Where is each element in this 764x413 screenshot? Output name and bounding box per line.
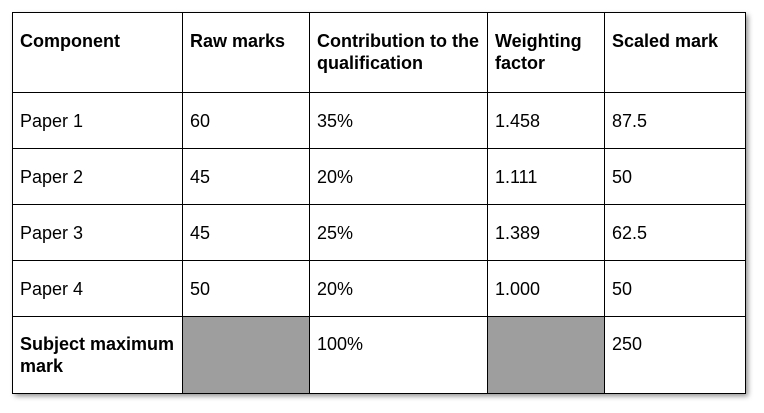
cell-scaled-mark: 50 [604, 148, 746, 205]
header-row: Component Raw marks Contribution to the … [12, 12, 746, 93]
total-contribution: 100% [309, 316, 488, 394]
header-raw-marks: Raw marks [182, 12, 310, 93]
cell-raw-marks: 60 [182, 92, 310, 149]
cell-raw-marks: 45 [182, 204, 310, 261]
total-scaled-mark: 250 [604, 316, 746, 394]
cell-component: Paper 2 [12, 148, 183, 205]
cell-contribution: 20% [309, 148, 488, 205]
total-raw-marks-shaded-cell [182, 316, 310, 394]
cell-scaled-mark: 87.5 [604, 92, 746, 149]
cell-contribution: 35% [309, 92, 488, 149]
cell-contribution: 20% [309, 260, 488, 317]
header-scaled-mark: Scaled mark [604, 12, 746, 93]
total-row: Subject maximum mark 100% 250 [12, 316, 746, 394]
table-row: Paper 2 45 20% 1.111 50 [12, 148, 746, 205]
cell-component: Paper 4 [12, 260, 183, 317]
total-label: Subject maximum mark [12, 316, 183, 394]
table-row: Paper 1 60 35% 1.458 87.5 [12, 92, 746, 149]
cell-raw-marks: 45 [182, 148, 310, 205]
marks-table-container: Component Raw marks Contribution to the … [12, 12, 746, 394]
total-weighting-factor-shaded-cell [487, 316, 605, 394]
cell-weighting-factor: 1.000 [487, 260, 605, 317]
table-row: Paper 3 45 25% 1.389 62.5 [12, 204, 746, 261]
cell-component: Paper 3 [12, 204, 183, 261]
cell-weighting-factor: 1.458 [487, 92, 605, 149]
marks-table: Component Raw marks Contribution to the … [12, 12, 746, 394]
cell-contribution: 25% [309, 204, 488, 261]
header-weighting-factor: Weighting factor [487, 12, 605, 93]
header-contribution: Contribution to the qualification [309, 12, 488, 93]
cell-scaled-mark: 50 [604, 260, 746, 317]
cell-raw-marks: 50 [182, 260, 310, 317]
cell-scaled-mark: 62.5 [604, 204, 746, 261]
cell-weighting-factor: 1.111 [487, 148, 605, 205]
table-row: Paper 4 50 20% 1.000 50 [12, 260, 746, 317]
header-component: Component [12, 12, 183, 93]
cell-component: Paper 1 [12, 92, 183, 149]
cell-weighting-factor: 1.389 [487, 204, 605, 261]
